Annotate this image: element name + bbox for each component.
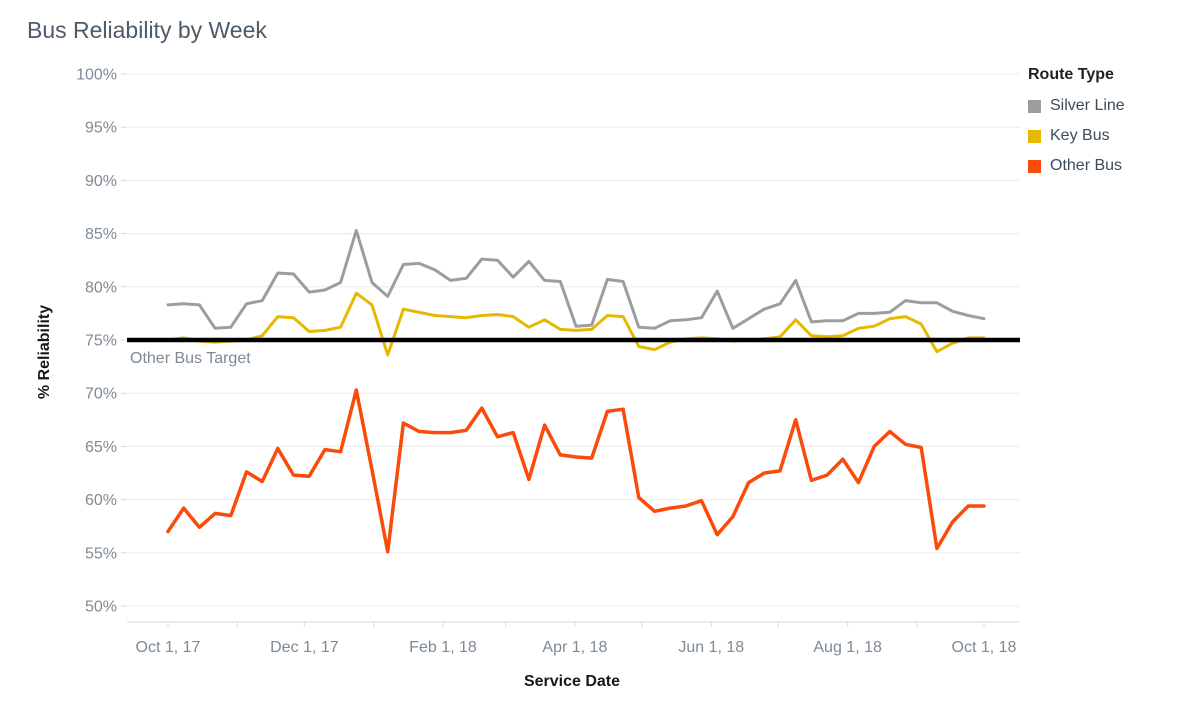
legend-swatch-0 xyxy=(1028,99,1041,113)
svg-text:Jun 1, 18: Jun 1, 18 xyxy=(678,639,744,656)
legend-label-key-bus: Key Bus xyxy=(1050,127,1110,144)
svg-text:85%: 85% xyxy=(85,226,117,243)
series-silver-line[interactable] xyxy=(166,228,986,330)
y-tick-labels: 100% 95% 90% 85% 80% 75% 70% 65% 60% 55% 50% xyxy=(76,67,117,616)
svg-text:70%: 70% xyxy=(85,386,117,403)
svg-text:90%: 90% xyxy=(85,173,117,190)
svg-text:95%: 95% xyxy=(85,120,117,137)
svg-text:Apr 1, 18: Apr 1, 18 xyxy=(542,639,607,656)
svg-text:75%: 75% xyxy=(85,333,117,350)
legend-label-other-bus: Other Bus xyxy=(1050,157,1123,174)
legend-item-other-bus[interactable]: Other Bus xyxy=(1028,151,1188,181)
gridlines xyxy=(127,73,1020,607)
legend: Route Type Silver Line Key Bus Other Bus xyxy=(1028,66,1188,181)
x-axis-title: Service Date xyxy=(523,673,621,690)
legend-swatch-2 xyxy=(1028,159,1041,173)
chart-title: Bus Reliability by Week xyxy=(27,17,267,43)
svg-text:55%: 55% xyxy=(85,545,117,562)
reference-line-label: Other Bus Target xyxy=(130,350,251,367)
svg-text:60%: 60% xyxy=(85,492,117,509)
legend-title: Route Type xyxy=(1028,66,1114,83)
y-axis-title: % Reliability xyxy=(36,304,53,400)
axis-lines xyxy=(121,73,1020,627)
svg-text:50%: 50% xyxy=(85,599,117,616)
svg-text:Oct 1, 18: Oct 1, 18 xyxy=(952,639,1017,656)
svg-text:Oct 1, 17: Oct 1, 17 xyxy=(136,639,201,656)
svg-text:80%: 80% xyxy=(85,279,117,296)
svg-text:100%: 100% xyxy=(76,67,117,84)
svg-text:65%: 65% xyxy=(85,439,117,456)
legend-label-silver-line: Silver Line xyxy=(1050,97,1125,114)
series-other-bus[interactable] xyxy=(166,388,986,554)
series-key-bus[interactable] xyxy=(166,291,986,357)
legend-item-key-bus[interactable]: Key Bus xyxy=(1028,121,1188,151)
x-tick-labels: Oct 1, 17 Dec 1, 17 Feb 1, 18 Apr 1, 18 Jun … xyxy=(136,639,1017,656)
svg-text:Aug 1, 18: Aug 1, 18 xyxy=(813,639,882,656)
legend-swatch-1 xyxy=(1028,129,1041,143)
svg-text:Dec 1, 17: Dec 1, 17 xyxy=(270,639,339,656)
legend-item-silver-line[interactable]: Silver Line xyxy=(1028,91,1188,121)
svg-text:Feb 1, 18: Feb 1, 18 xyxy=(409,639,477,656)
